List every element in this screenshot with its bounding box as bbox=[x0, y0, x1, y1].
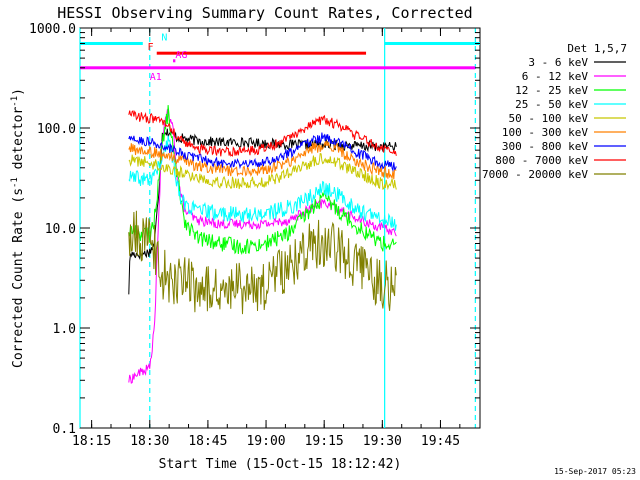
state-bar-f-0 bbox=[156, 51, 367, 55]
y-tick-label-2: 10.0 bbox=[45, 222, 76, 237]
x-tick-label-6: 19:45 bbox=[421, 434, 460, 449]
legend-label-3-6-kev: 3 - 6 keV bbox=[528, 56, 588, 69]
legend-label-25-50-kev: 25 - 50 keV bbox=[515, 98, 588, 111]
y-axis-label-tail: detector bbox=[11, 107, 26, 178]
axes: 18:15 18:30 18:45 19:00 19:15 19:30 19:45 0.1 1.… bbox=[29, 22, 480, 449]
legend-title: Det 1,5,7 bbox=[567, 42, 627, 55]
state-bars: NF AG A1 bbox=[80, 32, 480, 83]
state-bar-n-1 bbox=[384, 41, 480, 45]
series-7000-20000-kev bbox=[128, 210, 397, 315]
chart-title: HESSI Observing Summary Count Rates, Cor… bbox=[57, 4, 472, 22]
x-tick-label-5: 19:30 bbox=[363, 434, 402, 449]
y-tick-label-4: 1000.0 bbox=[29, 22, 76, 37]
legend-label-12-25-kev: 12 - 25 keV bbox=[515, 84, 588, 97]
y-tick-label-1: 1.0 bbox=[53, 322, 76, 337]
x-tick-label-2: 18:45 bbox=[188, 434, 227, 449]
x-axis-label: Start Time (15-Oct-15 18:12:42) bbox=[159, 457, 402, 472]
state-bar-n-0 bbox=[80, 41, 143, 45]
y-axis-label-close: ) bbox=[11, 88, 26, 96]
state-label-n: N bbox=[161, 32, 167, 43]
x-tick-label-3: 19:00 bbox=[246, 434, 285, 449]
y-axis-label: Corrected Count Rate (s-1 detector-1) bbox=[10, 88, 26, 368]
x-tick-label-1: 18:30 bbox=[130, 434, 169, 449]
legend-label-7000-20000-kev: 7000 - 20000 keV bbox=[482, 168, 588, 181]
state-label-a1: A1 bbox=[150, 72, 162, 83]
x-tick-label-0: 18:15 bbox=[72, 434, 111, 449]
x-tick-label-4: 19:15 bbox=[305, 434, 344, 449]
y-tick-label-3: 100.0 bbox=[37, 122, 76, 137]
state-bar-ag-0 bbox=[173, 59, 176, 63]
legend-label-50-100-kev: 50 - 100 keV bbox=[509, 112, 589, 125]
state-label-f: F bbox=[147, 42, 153, 53]
series-100-300-kev bbox=[128, 141, 397, 180]
series-group bbox=[128, 105, 397, 384]
legend-label-300-800-kev: 300 - 800 keV bbox=[502, 140, 588, 153]
y-axis-label-sup2: -1 bbox=[10, 96, 20, 107]
legend-label-800-7000-kev: 800 - 7000 keV bbox=[495, 154, 588, 167]
y-axis-label-sup: -1 bbox=[10, 177, 20, 188]
series-50-100-kev bbox=[128, 152, 397, 191]
footer-timestamp: 15-Sep-2017 05:23 bbox=[554, 467, 636, 476]
state-label-ag: AG bbox=[175, 50, 187, 61]
state-bar-a1-0 bbox=[80, 66, 476, 70]
series-800-7000-kev bbox=[128, 110, 397, 157]
y-tick-label-0: 0.1 bbox=[53, 422, 76, 437]
legend-label-100-300-kev: 100 - 300 keV bbox=[502, 126, 588, 139]
y-axis-label-main: Corrected Count Rate (s bbox=[11, 188, 26, 368]
legend-label-6-12-kev: 6 - 12 keV bbox=[522, 70, 589, 83]
vertical-markers bbox=[79, 28, 476, 428]
series-300-800-kev bbox=[128, 132, 397, 173]
series-12-25-kev bbox=[128, 105, 397, 256]
